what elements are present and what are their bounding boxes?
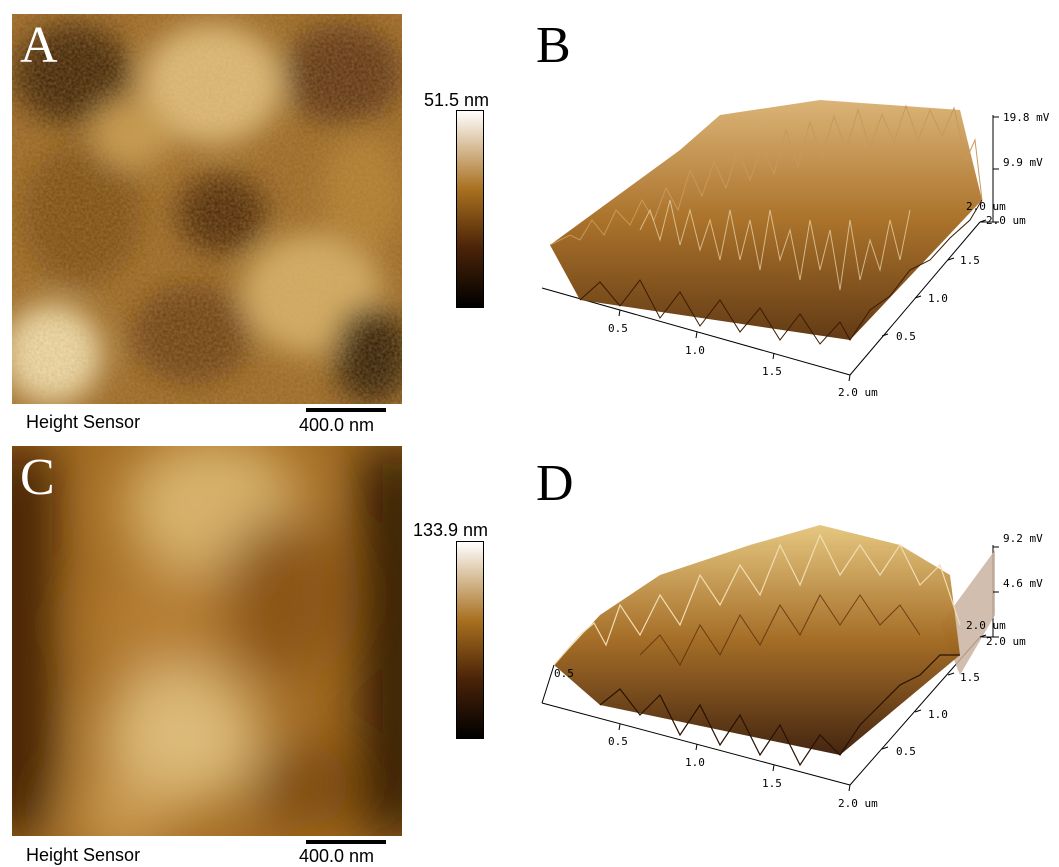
x-axis-line-d xyxy=(541,702,851,786)
colorbar-a xyxy=(456,110,484,308)
z-tick-b-2: 9.9 mV xyxy=(1003,156,1043,169)
x-tick-b-1: 0.5 xyxy=(608,322,628,335)
x-top-label-b: 2.0 um xyxy=(966,200,1006,213)
afm-3d-surface-d: 9.2 mV 4.6 mV 2.0 um 0.5 2.0 um 1.5 1.0 … xyxy=(541,525,1043,810)
y-tick-b-4: 0.5 xyxy=(896,330,916,343)
x-axis-line-b xyxy=(541,287,851,376)
z-tick-d-2: 4.6 mV xyxy=(1003,577,1043,590)
z-tick-d-1: 9.2 mV xyxy=(1003,532,1043,545)
colorbar-max-c: 133.9 nm xyxy=(413,520,489,540)
x-tick-b-4: 2.0 um xyxy=(838,386,878,399)
x-top-label-d: 2.0 um xyxy=(966,619,1006,632)
y-tick-b-1: 2.0 um xyxy=(986,214,1026,227)
y-tick-d-2: 1.5 xyxy=(960,671,980,684)
sensor-label-c: Height Sensor xyxy=(26,845,141,865)
scale-bar-a xyxy=(306,408,386,412)
colorbar-c xyxy=(456,541,484,739)
colorbar-max-a: 51.5 nm xyxy=(424,90,490,110)
sensor-label-a: Height Sensor xyxy=(26,412,141,432)
x-tick-b-3: 1.5 xyxy=(762,365,782,378)
x-tick-d-4: 2.0 um xyxy=(838,797,878,810)
y-tick-d-3: 1.0 xyxy=(928,708,948,721)
x-tick-d-2: 1.0 xyxy=(685,756,705,769)
panel-letter-c: C xyxy=(20,449,55,506)
scale-bar-label-a: 400.0 nm xyxy=(299,415,375,435)
afm-height-image-c xyxy=(12,446,402,836)
scale-bar-label-c: 400.0 nm xyxy=(299,846,375,866)
x-tick-b-2: 1.0 xyxy=(685,344,705,357)
panel-letter-a: A xyxy=(20,17,58,74)
y-tick-d-4: 0.5 xyxy=(896,745,916,758)
left-axis-tick-d: 0.5 xyxy=(554,667,574,680)
x-tick-d-1: 0.5 xyxy=(608,735,628,748)
afm-height-image-a xyxy=(12,14,402,404)
afm-3d-surface-b: 19.8 mV 9.9 mV 2.0 um 2.0 um 1.5 1.0 0.5… xyxy=(541,100,1050,399)
scale-bar-c xyxy=(306,840,386,844)
x-tick-d-3: 1.5 xyxy=(762,777,782,790)
y-tick-b-2: 1.5 xyxy=(960,254,980,267)
y-tick-d-1: 2.0 um xyxy=(986,635,1026,648)
y-axis-line-b xyxy=(849,221,981,376)
panel-letter-b: B xyxy=(536,17,571,74)
y-tick-b-3: 1.0 xyxy=(928,292,948,305)
z-tick-b-1: 19.8 mV xyxy=(1003,111,1050,124)
panel-letter-d: D xyxy=(536,455,574,512)
